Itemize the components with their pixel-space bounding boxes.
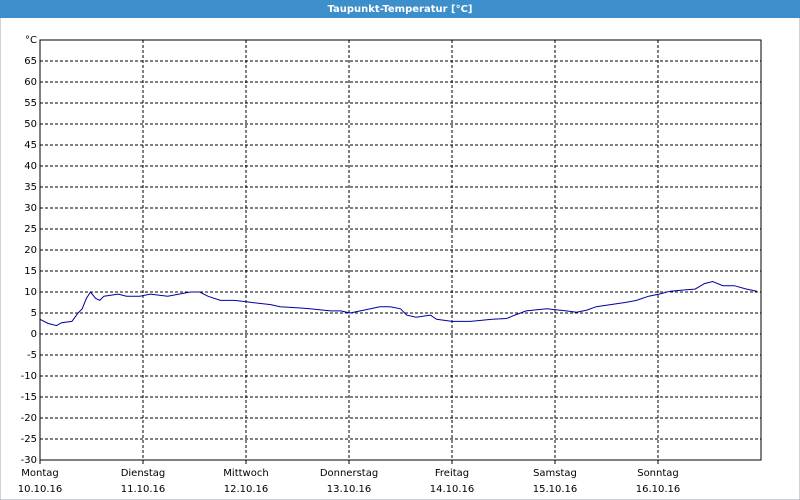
y-tick-label: 10 (24, 287, 37, 298)
x-tick-label: Samstag (533, 468, 577, 479)
y-tick-label: 60 (24, 77, 37, 88)
title-bar (0, 0, 800, 18)
chart-title: Taupunkt-Temperatur [°C] (327, 4, 472, 15)
y-tick-label: 50 (24, 119, 37, 130)
y-tick-label: 30 (24, 203, 37, 214)
y-tick-label: 40 (24, 161, 37, 172)
x-tick-label: Sonntag (637, 468, 679, 479)
y-tick-label: 0 (31, 329, 37, 340)
y-tick-label: 55 (24, 98, 37, 109)
y-tick-label: -15 (21, 392, 37, 403)
y-tick-label: -5 (27, 350, 37, 361)
x-tick-date: 11.10.16 (121, 484, 166, 495)
x-tick-date: 12.10.16 (224, 484, 269, 495)
x-tick-date: 14.10.16 (430, 484, 475, 495)
data-line (39, 280, 757, 327)
x-tick-date: 15.10.16 (533, 484, 578, 495)
y-tick-label: 35 (24, 182, 37, 193)
x-tick-label: Dienstag (121, 468, 166, 479)
y-tick-label: 20 (24, 245, 37, 256)
y-tick-label: 45 (24, 140, 37, 151)
y-tick-label: -25 (21, 434, 37, 445)
y-tick-label: 15 (24, 266, 37, 277)
y-tick-label: 65 (24, 56, 37, 67)
y-tick-label: °C (25, 35, 37, 46)
y-tick-label: -30 (21, 455, 37, 466)
x-tick-label: Freitag (435, 468, 469, 479)
x-tick-label: Montag (21, 468, 58, 479)
x-tick-date: 16.10.16 (636, 484, 681, 495)
y-tick-label: -20 (21, 413, 37, 424)
y-tick-label: 25 (24, 224, 37, 235)
y-tick-label: -10 (21, 371, 37, 382)
x-tick-date: 10.10.16 (18, 484, 63, 495)
x-tick-date: 13.10.16 (327, 484, 372, 495)
x-tick-label: Donnerstag (320, 468, 378, 479)
y-tick-label: 5 (31, 308, 37, 319)
x-tick-label: Mittwoch (223, 468, 268, 479)
